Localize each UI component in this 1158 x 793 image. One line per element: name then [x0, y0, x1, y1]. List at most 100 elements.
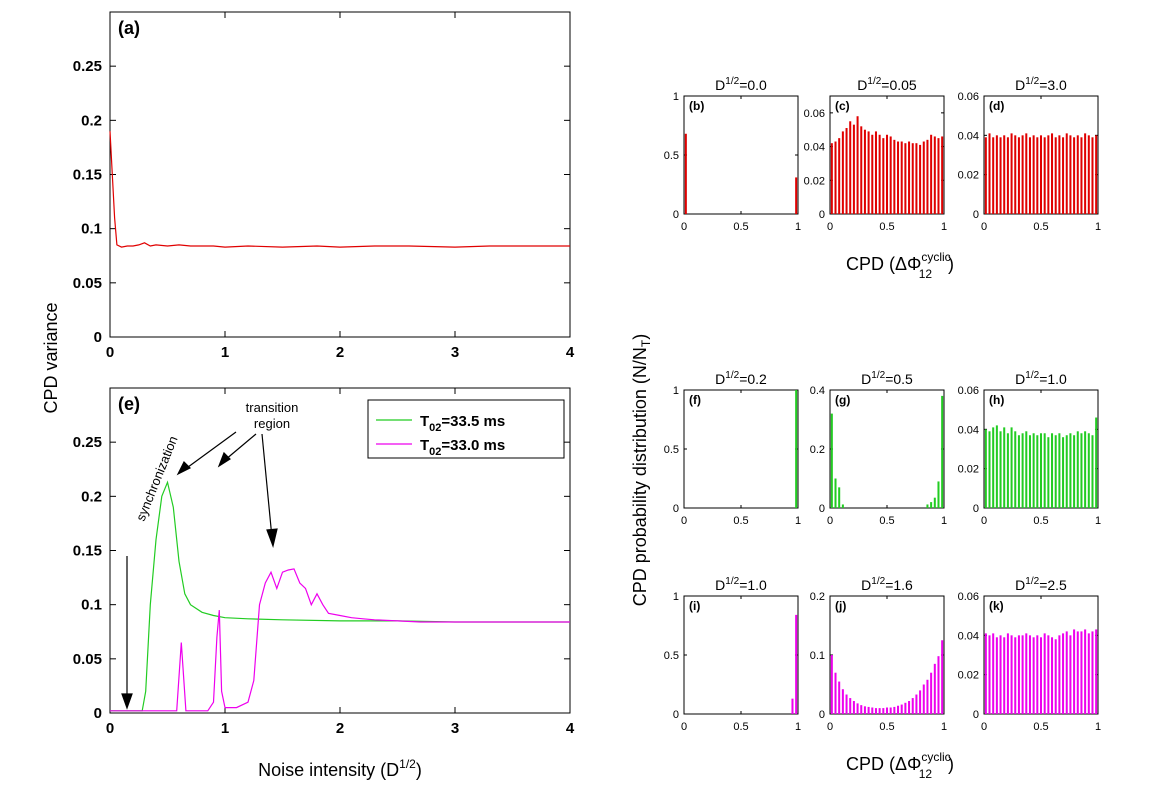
panel-h-ytick-label: 0.04 [958, 424, 979, 436]
cpd-xlabel-top-phi: ΔΦ [895, 254, 921, 274]
panel-h-bar [1047, 437, 1050, 508]
panel-k-bar [1076, 631, 1079, 714]
panel-d-bar [988, 133, 991, 214]
panel-c-bar [852, 124, 855, 214]
panel-k-bar [1032, 637, 1035, 714]
panel-j-bar [856, 703, 859, 714]
panel-j-xtick-label: 0 [827, 721, 833, 733]
panel-g-xtick-label: 0.5 [879, 515, 894, 527]
panel-j-xtick-label: 1 [941, 721, 947, 733]
cpd-xlabel-top-main: CPD ( [846, 254, 895, 274]
panel-d-ytick-label: 0.06 [958, 91, 979, 103]
panel-d-xtick-label: 0.5 [1033, 221, 1048, 233]
annotation-transition-line2: region [254, 416, 290, 431]
cpd-xlabel-bottom-close: ) [948, 754, 954, 774]
panel-j-bar [871, 707, 874, 714]
panel-i-label: (i) [689, 599, 700, 613]
panel-j-bar [885, 707, 889, 714]
panel-k-bar [1065, 631, 1068, 714]
panel-g-bar [933, 497, 936, 508]
panel-k-bar [1084, 629, 1087, 714]
panel-g-title-val: =0.5 [885, 371, 913, 387]
panel-h-bar [1095, 417, 1098, 508]
legend-entry-main: T [420, 437, 429, 454]
cpd-xlabel-top-sub: 12 [919, 267, 933, 281]
cpd-xlabel-bottom-sub: 12 [919, 767, 933, 781]
panel-k-bar [1014, 637, 1017, 714]
panel-c-bar [845, 128, 848, 214]
panel-i-title-main: D [715, 577, 725, 593]
xlabel-noise-main: Noise intensity (D [258, 760, 399, 780]
panel-g-ytick-label: 0.4 [810, 385, 825, 397]
panel-c-bar [867, 131, 870, 214]
panel-k-bar [1062, 633, 1065, 714]
panel-f-ytick-label: 0.5 [664, 444, 679, 456]
panel-c-bar [841, 131, 844, 214]
panel-d-bar [1036, 137, 1039, 214]
panel-g-bar [926, 504, 929, 508]
panel-j-ytick-label: 0.1 [810, 650, 825, 662]
panel-c-bar [830, 143, 833, 214]
arrow-sync-down-head [121, 693, 133, 710]
panel-h-ytick-label: 0 [973, 503, 979, 515]
panel-k-bar [1095, 629, 1098, 714]
panel-g-title-main: D [861, 371, 871, 387]
panel-a-xtick-label: 4 [566, 344, 575, 361]
xlabel-noise-sup: 1/2 [399, 757, 416, 771]
panel-d-title-val: =3.0 [1039, 77, 1067, 93]
panel-d-title-sup: 1/2 [1025, 76, 1039, 87]
panel-h-bar [999, 431, 1002, 508]
panel-b-ytick-label: 1 [673, 91, 679, 103]
panel-j-bar [933, 663, 936, 714]
panel-d-bar [1076, 135, 1079, 214]
panel-k-ytick-label: 0.02 [958, 670, 979, 682]
arrow-transition-right-line [261, 433, 273, 539]
annotation-transition-line1: transition [246, 400, 299, 415]
panel-d-bar [984, 137, 987, 214]
panel-i-bar [791, 698, 794, 714]
panel-c-title: D1/2=0.05 [857, 76, 917, 93]
panel-j-label: (j) [835, 599, 846, 613]
panel-a-ytick-label: 0.2 [81, 112, 102, 129]
panel-c-bar [893, 139, 896, 214]
panel-h-bar [1076, 431, 1079, 508]
panel-k-title-val: =2.5 [1039, 577, 1067, 593]
panel-i-ytick-label: 0.5 [664, 650, 679, 662]
panel-c-label: (c) [835, 99, 850, 113]
panel-h-bar [1084, 431, 1087, 508]
panel-h-bar [1087, 433, 1090, 508]
panel-j-ytick-label: 0 [819, 709, 825, 721]
panel-f: 0 0.5 1 0 0.5 1 (f) D1/2=0.2 [664, 370, 801, 527]
panel-b-bar [795, 177, 798, 214]
legend-entry-sub: 02 [429, 422, 441, 434]
panel-k-bar [999, 635, 1002, 714]
panel-h-bar [1003, 427, 1006, 508]
annotation-arrows [121, 431, 278, 710]
panel-k-bar [1017, 635, 1020, 714]
panel-d-bar [1054, 137, 1057, 214]
panel-d-ytick-label: 0.02 [958, 170, 979, 182]
panel-f-bar [795, 390, 798, 508]
legend-entry-rest: =33.0 ms [441, 437, 505, 454]
panel-c-bar [933, 136, 936, 214]
panel-g-bar [841, 504, 844, 508]
legend-entry-sub: 02 [429, 446, 441, 458]
panel-b-ytick-label: 0 [673, 209, 679, 221]
panel-d-bar [1073, 137, 1076, 214]
panel-k-bar [1028, 635, 1031, 714]
panel-d-bar [1006, 137, 1009, 214]
panel-h-bar [1054, 435, 1057, 508]
panel-f-xtick-label: 0.5 [733, 515, 748, 527]
cpd-xlabel-bottom-main: CPD ( [846, 754, 895, 774]
panel-f-ytick-label: 0 [673, 503, 679, 515]
panel-d-bar [1043, 137, 1046, 214]
panel-b-title-val: =0.0 [739, 77, 767, 93]
panel-d-bar [1051, 133, 1054, 214]
panel-e-series-green [110, 480, 570, 712]
panel-j-bar [919, 690, 922, 714]
panel-f-label: (f) [689, 393, 701, 407]
panel-d-title-main: D [1015, 77, 1025, 93]
panel-c-bar [889, 136, 892, 214]
panel-h-bar [1014, 431, 1017, 508]
